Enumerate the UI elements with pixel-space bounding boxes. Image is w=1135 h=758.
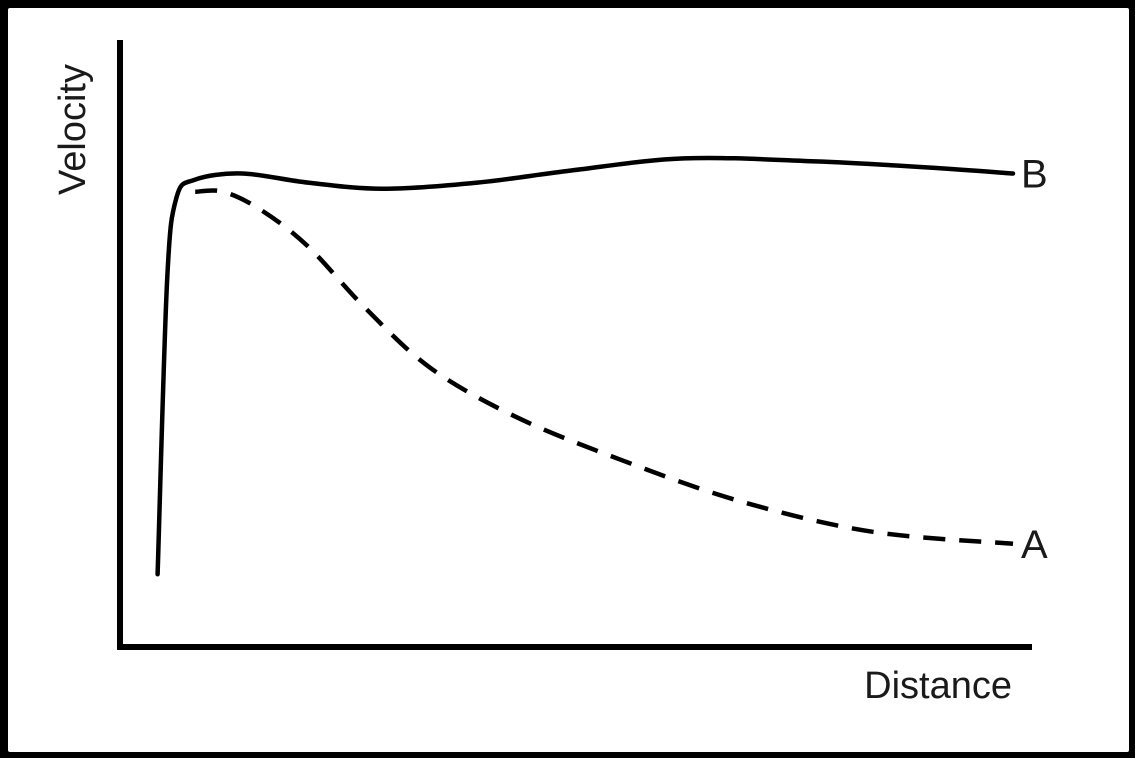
series-layer: BA — [155, 153, 1048, 577]
series-line-a — [195, 188, 1014, 547]
series-label-b: B — [1021, 153, 1048, 197]
x-axis-label: Distance — [864, 665, 1012, 707]
y-axis-label: Velocity — [52, 64, 94, 195]
series-label-a: A — [1021, 523, 1048, 567]
chart-panel — [8, 8, 1129, 752]
series-line-b — [155, 155, 1016, 577]
